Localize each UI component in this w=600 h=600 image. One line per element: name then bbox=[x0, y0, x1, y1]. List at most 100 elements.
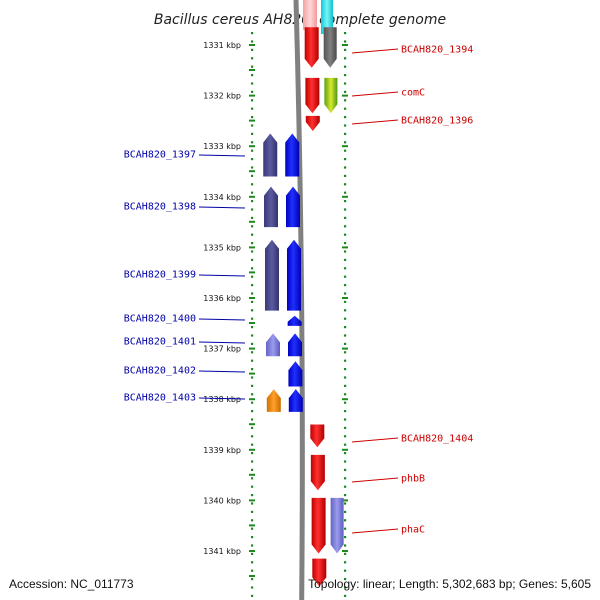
ruler-dot-left bbox=[251, 368, 254, 371]
kbp-tick-label: 1341 kbp bbox=[203, 547, 241, 556]
ruler-dot-right bbox=[344, 309, 347, 312]
ruler-dot-left bbox=[251, 351, 254, 354]
ruler-dot-left bbox=[251, 410, 254, 413]
ruler-dot-right bbox=[344, 359, 347, 362]
gene-arrow-phac bbox=[311, 497, 326, 554]
gene-label-bcah820-1404: BCAH820_1404 bbox=[401, 434, 473, 445]
leader-line-bcah820-1399 bbox=[198, 274, 246, 277]
ruler-dot-left bbox=[251, 99, 254, 102]
kbp-tick-label: 1340 kbp bbox=[203, 496, 241, 505]
ruler-dot-right bbox=[344, 99, 347, 102]
cog-arrow-bcah820-1397 bbox=[263, 133, 278, 177]
ruler-dot-right bbox=[344, 552, 347, 555]
partial-gene-stub bbox=[303, 0, 317, 30]
ruler-dot-right bbox=[344, 250, 347, 253]
kbp-tick-label: 1331 kbp bbox=[203, 41, 241, 50]
ruler-dot-left bbox=[251, 586, 254, 589]
ruler-dot-left bbox=[251, 107, 254, 110]
ruler-dot-right bbox=[344, 468, 347, 471]
ruler-dot-right bbox=[344, 65, 347, 68]
cog-arrow-phac bbox=[330, 497, 344, 554]
gene-labels: BCAH820_1394 comC BCAH820_1396 BCAH820_1397… bbox=[124, 45, 474, 536]
ruler-dot-left bbox=[251, 426, 254, 429]
ruler-dot-right bbox=[344, 342, 347, 345]
ruler-dot-right bbox=[344, 460, 347, 463]
ruler-dot-left bbox=[251, 494, 254, 497]
leader-line-bcah820-1401 bbox=[198, 341, 246, 344]
ruler-dot-right bbox=[344, 158, 347, 161]
ruler-dot-right bbox=[344, 124, 347, 127]
ruler-dot-right bbox=[344, 141, 347, 144]
gene-arrow-bcah820-1403 bbox=[288, 389, 303, 412]
ruler-dot-right bbox=[344, 107, 347, 110]
ruler-dot-right bbox=[344, 200, 347, 203]
ruler-dot-right bbox=[344, 586, 347, 589]
ruler-dot-left bbox=[251, 569, 254, 572]
ruler-dot-right bbox=[344, 502, 347, 505]
ruler-dot-left bbox=[251, 309, 254, 312]
ruler-dot-left bbox=[251, 40, 254, 43]
ruler-dot-right bbox=[344, 594, 347, 597]
ruler-dot-left bbox=[251, 82, 254, 85]
gene-label-bcah820-1396: BCAH820_1396 bbox=[401, 116, 473, 127]
gene-arrow-phbb bbox=[310, 454, 325, 491]
cog-arrow-comc bbox=[324, 77, 338, 114]
ruler-dot-right bbox=[344, 578, 347, 581]
ruler-dot-right bbox=[344, 90, 347, 93]
ruler-dot-left bbox=[251, 191, 254, 194]
ruler-dot-right bbox=[344, 57, 347, 60]
ruler-dot-right bbox=[344, 527, 347, 530]
ruler-dot-left bbox=[251, 158, 254, 161]
gene-arrow-bcah820-1398 bbox=[286, 186, 301, 228]
ruler-dot-left bbox=[251, 183, 254, 186]
ruler-dot-left bbox=[251, 443, 254, 446]
ruler-dot-right bbox=[344, 267, 347, 270]
ruler-dot-right bbox=[344, 183, 347, 186]
ruler-dot-left bbox=[251, 267, 254, 270]
ruler-dot-left bbox=[251, 225, 254, 228]
gene-label-bcah820-1403: BCAH820_1403 bbox=[124, 393, 196, 404]
partial-cog-stub bbox=[321, 0, 333, 34]
kbp-tick-label: 1335 kbp bbox=[203, 243, 241, 252]
ruler-dot-left bbox=[251, 124, 254, 127]
leader-line-phbb bbox=[351, 477, 399, 483]
ruler-dot-left bbox=[251, 166, 254, 169]
leader-line-bcah820-1402 bbox=[198, 370, 246, 373]
ruler-dot-right bbox=[344, 376, 347, 379]
topology-text: Topology: linear; Length: 5,302,683 bp; … bbox=[308, 577, 591, 591]
ruler-dot-left bbox=[251, 149, 254, 152]
kbp-tick-label: 1333 kbp bbox=[203, 142, 241, 151]
cog-arrow-bcah820-1403 bbox=[266, 389, 281, 412]
leader-line-bcah820-1394 bbox=[351, 48, 399, 54]
ruler-dot-right bbox=[344, 536, 347, 539]
ruler-dot-right bbox=[344, 242, 347, 245]
ruler-dot-left bbox=[251, 292, 254, 295]
ruler-dot-left bbox=[251, 208, 254, 211]
ruler-dot-left bbox=[251, 393, 254, 396]
gene-arrow-unnamed-gene bbox=[312, 558, 327, 587]
gene-arrow-bcah820-1397 bbox=[285, 133, 300, 177]
ruler-dot-left bbox=[251, 174, 254, 177]
leader-line-bcah820-1400 bbox=[198, 318, 246, 321]
gene-arrow-comc bbox=[305, 77, 320, 114]
kbp-tick-label: 1332 kbp bbox=[203, 92, 241, 101]
gene-arrow-bcah820-1401 bbox=[287, 333, 302, 357]
gene-arrow-bcah820-1394 bbox=[304, 27, 319, 68]
partial-gene-top bbox=[303, 0, 333, 34]
ruler-dot-right bbox=[344, 544, 347, 547]
ruler-dot-left bbox=[251, 317, 254, 320]
ruler-dot-right bbox=[344, 510, 347, 513]
ruler-dot-right bbox=[344, 485, 347, 488]
gene-label-bcah820-1400: BCAH820_1400 bbox=[124, 314, 196, 325]
ruler-dot-left bbox=[251, 48, 254, 51]
ruler-dot-right bbox=[344, 132, 347, 135]
cog-arrow-bcah820-1398 bbox=[264, 186, 279, 228]
ruler-dot-left bbox=[251, 552, 254, 555]
ruler-dot-right bbox=[344, 561, 347, 564]
ruler-dot-right bbox=[344, 368, 347, 371]
ruler-dot-left bbox=[251, 401, 254, 404]
ruler-dot-left bbox=[251, 65, 254, 68]
kbp-tick-label: 1338 kbp bbox=[203, 395, 241, 404]
ruler-dot-left bbox=[251, 74, 254, 77]
ruler-dot-left bbox=[251, 90, 254, 93]
